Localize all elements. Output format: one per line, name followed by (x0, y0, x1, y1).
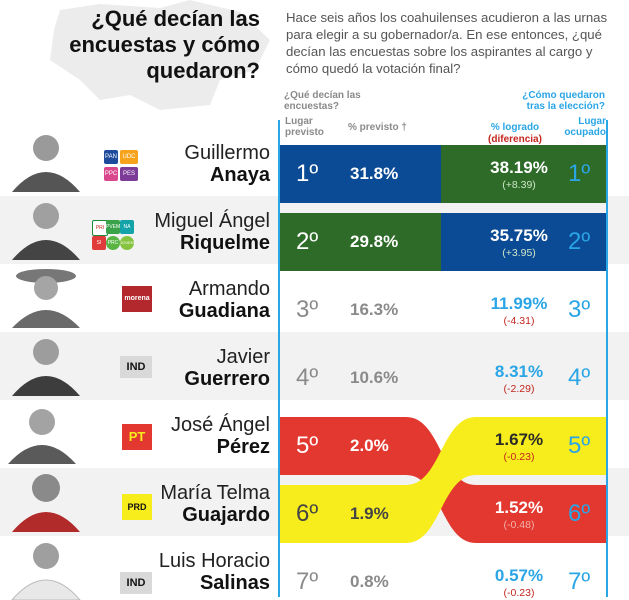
expected-percent: 1.9% (350, 504, 389, 523)
party-logo-na: NA (120, 220, 134, 234)
achieved-percent: 8.31% (494, 362, 544, 381)
header-difference: (diferencia) (488, 134, 542, 145)
expected-place: 4º (296, 364, 319, 391)
candidate-last-name: Guajardo (182, 504, 270, 526)
party-logo-pes: PES (120, 167, 138, 181)
candidate-photo (12, 339, 80, 396)
party-logo-si: SI (92, 236, 106, 250)
header-pct-achieved: % logrado (490, 122, 540, 133)
expected-percent: 0.8% (350, 572, 389, 591)
difference-value: (-0.23) (503, 587, 535, 599)
difference-value: (+8.39) (502, 179, 536, 191)
final-place: 3º (568, 296, 591, 323)
expected-place: 2º (296, 228, 319, 255)
polls-divider-line (278, 120, 280, 597)
final-place: 5º (568, 432, 591, 459)
expected-percent: 2.0% (350, 436, 389, 455)
party-logo-independent: IND (120, 572, 152, 594)
candidate-first-name: María Telma (160, 482, 270, 504)
candidate-first-name: Luis Horacio (158, 550, 270, 572)
coahuila-map-silhouette (50, 0, 270, 110)
header-place-final: Lugar ocupado (564, 116, 606, 138)
header-pct-expected: % previsto † (348, 122, 407, 133)
expected-percent: 16.3% (350, 300, 399, 319)
ribbon-final-second (441, 213, 606, 271)
expected-percent: 29.8% (350, 232, 399, 251)
party-logo-ppc: PPC (104, 167, 118, 181)
achieved-percent: 1.52% (494, 498, 544, 517)
achieved-percent: 35.75% (490, 226, 548, 245)
final-place: 4º (568, 364, 591, 391)
candidate-first-name: Javier (216, 346, 270, 368)
page-title: ¿Qué decían las encuestas y cómo quedaro… (69, 6, 260, 83)
expected-place: 1º (296, 160, 319, 187)
party-logo-pt: PT (122, 424, 152, 450)
candidate-first-name: José Ángel (171, 414, 270, 436)
difference-value: (-4.31) (503, 315, 535, 327)
final-place: 1º (568, 160, 591, 187)
candidate-photo (12, 269, 80, 328)
ribbon-final-first (441, 145, 606, 203)
achieved-percent: 38.19% (490, 158, 548, 177)
candidate-last-name: Pérez (216, 436, 270, 458)
candidate-photo (8, 409, 76, 464)
header-place-expected: Lugar previsto (285, 116, 324, 138)
difference-value: (-0.48) (503, 519, 535, 531)
difference-value: (+3.95) (502, 247, 536, 259)
results-divider-line (606, 120, 608, 597)
final-place: 2º (568, 228, 591, 255)
party-logo-pvem: PVEM (106, 220, 120, 234)
candidate-last-name: Salinas (199, 572, 270, 594)
header-results-group: ¿Cómo quedaron tras la elección? (522, 90, 605, 112)
candidate-last-name: Guadiana (178, 300, 270, 322)
candidate-photo (12, 474, 80, 532)
candidate-photo (12, 203, 80, 260)
row-background (0, 332, 629, 400)
expected-place: 6º (296, 500, 319, 527)
ribbon-guajardo (280, 417, 606, 543)
expected-percent: 10.6% (350, 368, 399, 387)
party-logo-prd: PRD (122, 494, 152, 520)
intro-text: Hace seis años los coahuilenses acudiero… (286, 10, 608, 76)
candidate-last-name: Guerrero (184, 368, 270, 390)
final-place: 7º (568, 568, 591, 595)
candidate-last-name: Riquelme (179, 232, 270, 254)
party-logo-joven: JOVEN (120, 236, 134, 250)
candidate-last-name: Anaya (209, 164, 270, 186)
candidate-photo (12, 135, 80, 192)
expected-place: 7º (296, 568, 319, 595)
candidate-first-name: Miguel Ángel (154, 210, 270, 232)
candidate-first-name: Armando (188, 278, 270, 300)
party-logo-udc: UDC (120, 150, 138, 164)
achieved-percent: 1.67% (494, 430, 544, 449)
final-place: 6º (568, 500, 591, 527)
party-logo-independent: IND (120, 356, 152, 378)
expected-place: 5º (296, 432, 319, 459)
achieved-percent: 11.99% (490, 294, 548, 313)
party-logo-pan: PAN (104, 150, 118, 164)
candidate-first-name: Guillermo (184, 142, 270, 164)
achieved-percent: 0.57% (494, 566, 544, 585)
party-logo-morena: morena (122, 286, 152, 312)
expected-place: 3º (296, 296, 319, 323)
difference-value: (-2.29) (503, 383, 535, 395)
expected-percent: 31.8% (350, 164, 399, 183)
difference-value: (-0.23) (503, 451, 535, 463)
party-logo-prc: PRC (106, 236, 120, 250)
header-polls-group: ¿Qué decían las encuestas? (284, 90, 361, 112)
candidate-photo (11, 543, 81, 600)
